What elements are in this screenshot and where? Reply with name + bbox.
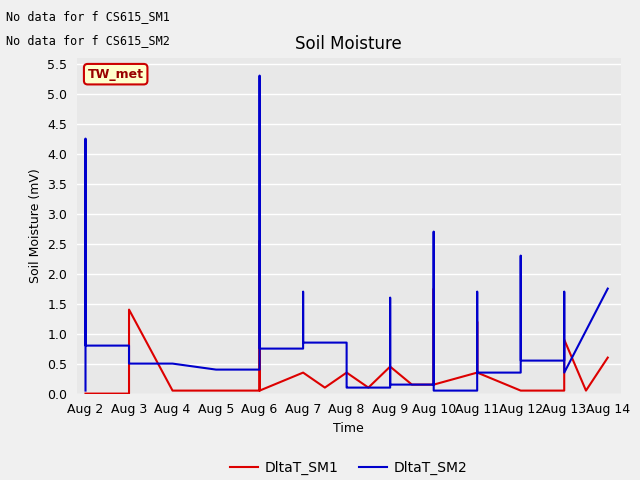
DltaT_SM1 xyxy=(343,370,351,375)
DltaT_SM2 xyxy=(517,358,525,363)
DltaT_SM2 xyxy=(256,73,264,79)
DltaT_SM2 xyxy=(125,361,133,367)
DltaT_SM1 xyxy=(125,391,133,396)
Legend: DltaT_SM1, DltaT_SM2: DltaT_SM1, DltaT_SM2 xyxy=(224,456,474,480)
DltaT_SM2 xyxy=(387,295,394,300)
DltaT_SM1 xyxy=(256,388,264,394)
Line: DltaT_SM2: DltaT_SM2 xyxy=(86,76,608,391)
DltaT_SM2 xyxy=(125,343,133,348)
Title: Soil Moisture: Soil Moisture xyxy=(296,35,402,53)
DltaT_SM2 xyxy=(517,370,525,375)
DltaT_SM2 xyxy=(474,288,481,294)
DltaT_SM2 xyxy=(474,388,481,394)
DltaT_SM2 xyxy=(430,228,438,234)
DltaT_SM1 xyxy=(474,319,481,324)
DltaT_SM2 xyxy=(300,340,307,346)
DltaT_SM1 xyxy=(82,391,90,396)
DltaT_SM2 xyxy=(604,286,612,291)
DltaT_SM2 xyxy=(343,340,351,346)
Text: No data for f CS615_SM1: No data for f CS615_SM1 xyxy=(6,10,170,23)
DltaT_SM1 xyxy=(430,286,438,291)
DltaT_SM1 xyxy=(517,388,525,394)
DltaT_SM1 xyxy=(365,385,372,391)
DltaT_SM2 xyxy=(387,385,394,391)
Text: No data for f CS615_SM2: No data for f CS615_SM2 xyxy=(6,34,170,47)
DltaT_SM1 xyxy=(212,388,220,394)
DltaT_SM2 xyxy=(343,385,351,391)
DltaT_SM2 xyxy=(300,346,307,351)
DltaT_SM2 xyxy=(430,388,438,394)
Y-axis label: Soil Moisture (mV): Soil Moisture (mV) xyxy=(29,168,42,283)
DltaT_SM1 xyxy=(582,388,590,394)
DltaT_SM2 xyxy=(387,382,394,387)
DltaT_SM1 xyxy=(474,370,481,375)
DltaT_SM1 xyxy=(169,388,177,394)
DltaT_SM1 xyxy=(430,382,438,387)
DltaT_SM1 xyxy=(561,388,568,394)
DltaT_SM2 xyxy=(256,346,264,351)
DltaT_SM2 xyxy=(561,358,568,363)
DltaT_SM2 xyxy=(561,288,568,294)
Text: TW_met: TW_met xyxy=(88,68,144,81)
DltaT_SM2 xyxy=(212,367,220,372)
DltaT_SM2 xyxy=(430,382,438,387)
DltaT_SM2 xyxy=(82,388,90,394)
DltaT_SM1 xyxy=(474,370,481,375)
DltaT_SM1 xyxy=(387,364,394,370)
DltaT_SM1 xyxy=(125,307,133,312)
DltaT_SM2 xyxy=(561,370,568,375)
DltaT_SM2 xyxy=(474,370,481,375)
DltaT_SM2 xyxy=(300,288,307,294)
DltaT_SM1 xyxy=(561,337,568,343)
DltaT_SM1 xyxy=(430,382,438,387)
DltaT_SM1 xyxy=(256,238,264,243)
DltaT_SM2 xyxy=(82,343,90,348)
DltaT_SM2 xyxy=(256,367,264,372)
DltaT_SM1 xyxy=(300,370,307,375)
DltaT_SM1 xyxy=(256,388,264,394)
DltaT_SM1 xyxy=(604,355,612,360)
DltaT_SM1 xyxy=(321,385,329,391)
DltaT_SM2 xyxy=(343,385,351,391)
DltaT_SM2 xyxy=(169,361,177,367)
DltaT_SM1 xyxy=(408,382,416,387)
Line: DltaT_SM1: DltaT_SM1 xyxy=(86,240,608,394)
DltaT_SM2 xyxy=(82,136,90,142)
X-axis label: Time: Time xyxy=(333,422,364,435)
DltaT_SM2 xyxy=(125,361,133,367)
DltaT_SM2 xyxy=(517,252,525,258)
